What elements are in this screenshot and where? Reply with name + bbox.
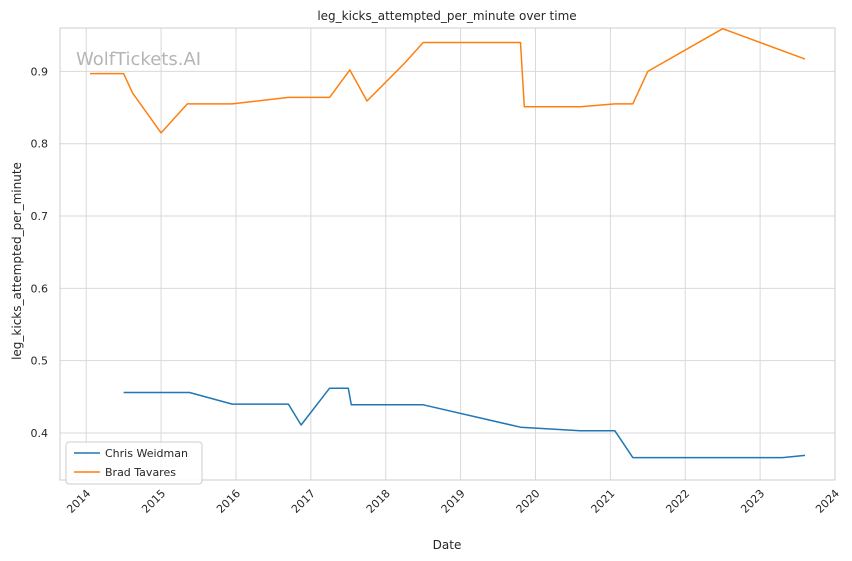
legend: Chris Weidman Brad Tavares: [65, 441, 203, 485]
series-layer: [90, 27, 806, 459]
y-tick-label: 0.6: [31, 282, 49, 295]
y-tick-label: 0.4: [31, 427, 49, 440]
chart-title: leg_kicks_attempted_per_minute over time: [317, 9, 576, 23]
series-line-brad-tavares: [90, 27, 806, 134]
plot-frame: [59, 27, 836, 481]
y-tick-label: 0.8: [31, 138, 49, 151]
y-tick-label: 0.9: [31, 65, 49, 78]
y-tick-label: 0.7: [31, 210, 49, 223]
watermark-text: WolfTickets.AI: [76, 49, 201, 70]
y-tick-label: 0.5: [31, 355, 49, 368]
legend-label-brad-tavares: Brad Tavares: [105, 466, 176, 479]
x-axis-title: Date: [433, 538, 462, 552]
legend-label-chris-weidman: Chris Weidman: [105, 447, 188, 460]
y-axis-title: leg_kicks_attempted_per_minute: [10, 162, 24, 360]
series-line-chris-weidman: [123, 387, 806, 459]
